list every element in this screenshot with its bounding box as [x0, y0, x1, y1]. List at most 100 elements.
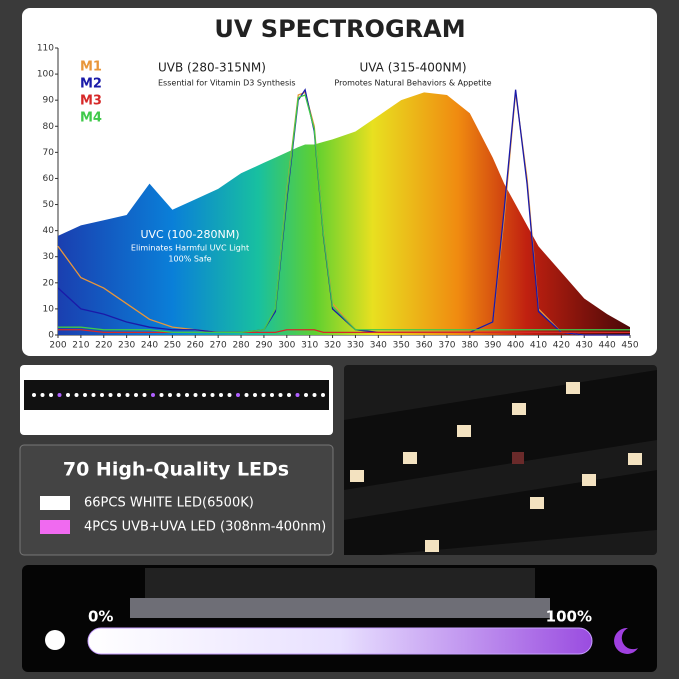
x-tick-label: 450 — [621, 341, 638, 351]
swatch-white — [40, 496, 70, 510]
y-tick-label: 70 — [43, 148, 55, 158]
x-tick-label: 200 — [49, 341, 66, 351]
uv-led — [295, 393, 300, 397]
white-led — [176, 393, 181, 397]
white-led — [321, 393, 325, 397]
x-tick-label: 220 — [95, 341, 112, 351]
x-tick-label: 380 — [461, 341, 478, 351]
x-tick-label: 210 — [72, 341, 89, 351]
white-led — [261, 393, 266, 397]
closeup-strip — [344, 470, 657, 555]
legend-label: M1 — [80, 60, 102, 75]
x-tick-label: 340 — [370, 341, 387, 351]
white-led — [159, 393, 164, 397]
info-panel — [19, 444, 334, 556]
y-tick-label: 0 — [48, 331, 54, 341]
legend-label: M4 — [80, 111, 102, 126]
white-led — [83, 393, 87, 397]
led-chip — [457, 425, 471, 437]
white-led — [168, 393, 172, 397]
sun-icon — [45, 630, 65, 650]
y-tick-label: 60 — [43, 174, 55, 184]
white-led — [210, 393, 215, 397]
x-tick-label: 440 — [599, 341, 616, 351]
x-tick-label: 370 — [438, 341, 455, 351]
y-tick-label: 10 — [43, 304, 55, 314]
x-tick-label: 300 — [278, 341, 295, 351]
white-led — [193, 393, 198, 397]
white-led — [312, 393, 317, 397]
led-chip — [350, 470, 364, 482]
x-tick-label: 420 — [553, 341, 570, 351]
white-led — [278, 393, 283, 397]
uv-led — [236, 393, 240, 397]
white-led — [117, 393, 121, 397]
chart-title: UV SPECTROGRAM — [214, 15, 465, 43]
annotation: Promotes Natural Behaviors & Appetite — [334, 79, 491, 88]
led-chip — [582, 474, 596, 486]
x-tick-label: 310 — [301, 341, 318, 351]
series-line — [58, 94, 630, 334]
white-led — [125, 393, 130, 397]
x-tick-label: 400 — [507, 341, 524, 351]
white-led — [244, 393, 249, 397]
white-led — [91, 393, 96, 397]
white-led — [66, 393, 70, 397]
annotation: UVC (100-280NM) — [140, 228, 239, 241]
white-led — [185, 393, 189, 397]
annotation: UVA (315-400NM) — [359, 61, 466, 75]
x-tick-label: 350 — [393, 341, 410, 351]
y-tick-label: 40 — [43, 226, 55, 236]
light-glow — [130, 598, 550, 618]
white-led — [142, 393, 147, 397]
white-led — [32, 393, 36, 397]
led-chip — [512, 403, 526, 415]
legend-label: M2 — [80, 77, 102, 92]
white-led — [74, 393, 79, 397]
x-tick-label: 290 — [255, 341, 272, 351]
dimmer-bar — [87, 627, 593, 655]
light-bar — [145, 568, 535, 598]
dimmer-high: 100% — [546, 608, 592, 626]
led-chip — [425, 540, 439, 552]
x-tick-label: 270 — [210, 341, 227, 351]
y-tick-label: 100 — [37, 70, 54, 80]
uv-chip — [512, 452, 524, 464]
x-tick-label: 360 — [415, 341, 432, 351]
x-tick-label: 320 — [324, 341, 341, 351]
x-tick-label: 230 — [118, 341, 135, 351]
white-led — [134, 393, 138, 397]
y-tick-label: 90 — [43, 96, 55, 106]
legend-label: M3 — [80, 94, 102, 109]
x-tick-label: 240 — [141, 341, 158, 351]
swatch-uv — [40, 520, 70, 534]
annotation: Essential for Vitamin D3 Synthesis — [158, 79, 296, 88]
white-led — [202, 393, 206, 397]
white-led — [49, 393, 53, 397]
info-item: 4PCS UVB+UVA LED (308nm-400nm) — [84, 520, 326, 535]
x-tick-label: 280 — [232, 341, 249, 351]
info-item: 66PCS WHITE LED(6500K) — [84, 496, 254, 511]
white-led — [100, 393, 104, 397]
dimmer-low: 0% — [88, 608, 113, 626]
x-tick-label: 330 — [347, 341, 364, 351]
led-chip — [566, 382, 580, 394]
y-tick-label: 110 — [37, 44, 54, 54]
white-led — [287, 393, 291, 397]
x-tick-label: 390 — [484, 341, 501, 351]
white-led — [40, 393, 45, 397]
white-led — [227, 393, 232, 397]
uv-led — [151, 393, 155, 397]
white-led — [270, 393, 274, 397]
annotation: Eliminates Harmful UVC Light — [131, 244, 249, 253]
x-tick-label: 430 — [576, 341, 593, 351]
white-led — [219, 393, 223, 397]
uv-led — [57, 393, 62, 397]
y-tick-label: 30 — [43, 252, 55, 262]
info-title: 70 High-Quality LEDs — [63, 459, 289, 481]
closeup-strip — [344, 370, 657, 490]
annotation: UVB (280-315NM) — [158, 61, 266, 75]
led-chip — [403, 452, 417, 464]
annotation: 100% Safe — [168, 255, 211, 264]
